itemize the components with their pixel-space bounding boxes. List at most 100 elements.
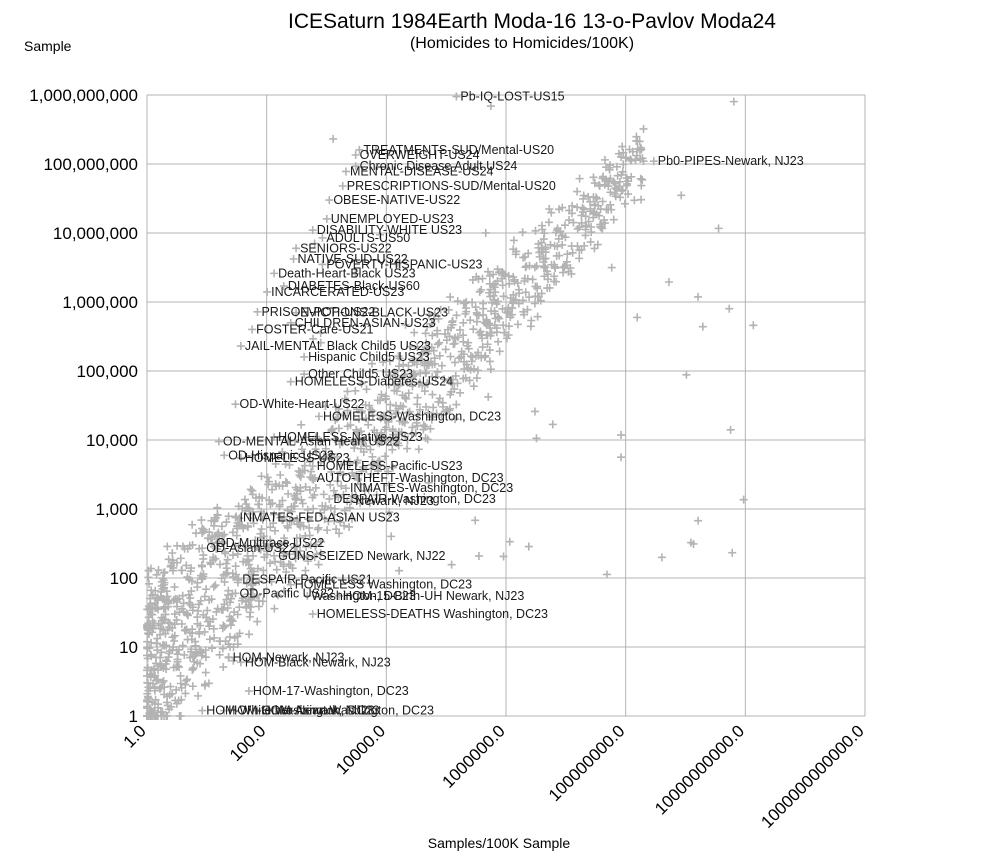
scatter-point xyxy=(638,175,647,184)
scatter-point xyxy=(156,662,165,671)
scatter-point xyxy=(299,553,308,562)
scatter-point xyxy=(357,467,366,476)
scatter-point xyxy=(527,316,536,325)
scatter-point xyxy=(446,390,455,399)
scatter-point xyxy=(472,317,481,326)
scatter-point xyxy=(575,254,584,263)
scatter-point xyxy=(258,494,267,503)
scatter-point xyxy=(143,692,152,701)
scatter-point xyxy=(269,519,278,528)
scatter-point xyxy=(278,496,287,505)
scatter-point xyxy=(274,591,283,600)
scatter-point xyxy=(191,637,200,646)
scatter-point xyxy=(188,520,197,529)
scatter-point xyxy=(392,408,401,417)
point-label: NATIVE-SUD-US22 xyxy=(298,252,408,266)
scatter-point xyxy=(197,561,206,570)
scatter-point xyxy=(196,621,205,630)
scatter-point xyxy=(445,332,454,341)
scatter-point xyxy=(257,525,266,534)
scatter-point xyxy=(366,405,375,414)
point-label: OD-Hispanic US22 xyxy=(228,448,334,462)
labeled-point-marker xyxy=(286,580,295,589)
scatter-point xyxy=(316,537,325,546)
scatter-point xyxy=(235,629,244,638)
scatter-point xyxy=(323,526,332,535)
scatter-point xyxy=(524,542,533,551)
scatter-point xyxy=(626,155,635,164)
scatter-point xyxy=(196,596,205,605)
scatter-point xyxy=(266,535,275,544)
scatter-point xyxy=(205,635,214,644)
scatter-point xyxy=(218,644,227,653)
scatter-point xyxy=(350,444,359,453)
scatter-point xyxy=(157,648,166,657)
labeled-point-marker xyxy=(286,377,295,386)
scatter-point xyxy=(615,182,624,191)
point-label: DESPAIR-Pacific-US21 xyxy=(242,573,372,587)
scatter-point xyxy=(579,205,588,214)
scatter-point xyxy=(637,145,646,154)
scatter-point xyxy=(365,499,374,508)
scatter-point xyxy=(525,293,534,302)
scatter-point xyxy=(314,560,323,569)
scatter-point xyxy=(394,362,403,371)
scatter-point xyxy=(332,525,341,534)
scatter-point xyxy=(316,458,325,467)
scatter-point xyxy=(607,263,616,272)
scatter-point xyxy=(553,242,562,251)
scatter-point xyxy=(326,480,335,489)
labeled-point-marker xyxy=(322,214,331,223)
scatter-point xyxy=(404,389,413,398)
scatter-point xyxy=(159,626,168,635)
scatter-point xyxy=(213,503,222,512)
x-tick-label: 1000000.0 xyxy=(439,721,509,791)
scatter-point xyxy=(384,380,393,389)
scatter-point xyxy=(451,415,460,424)
scatter-point xyxy=(243,521,252,530)
scatter-point xyxy=(331,403,340,412)
scatter-point xyxy=(346,421,355,430)
scatter-point xyxy=(425,310,434,319)
point-label: INCARCERATED-US23 xyxy=(271,285,404,299)
scatter-point xyxy=(726,425,735,434)
scatter-point xyxy=(245,630,254,639)
scatter-point xyxy=(475,328,484,337)
scatter-point xyxy=(249,519,258,528)
scatter-point xyxy=(392,387,401,396)
scatter-point xyxy=(499,292,508,301)
labeled-point-marker xyxy=(355,145,364,154)
scatter-point xyxy=(188,603,197,612)
scatter-point xyxy=(509,236,518,245)
scatter-point xyxy=(500,270,509,279)
scatter-point xyxy=(444,305,453,314)
scatter-point xyxy=(291,554,300,563)
scatter-point xyxy=(619,160,628,169)
scatter-point xyxy=(562,257,571,266)
scatter-point xyxy=(250,593,259,602)
scatter-point xyxy=(607,205,616,214)
labeled-point-marker xyxy=(270,269,279,278)
scatter-point xyxy=(270,604,279,613)
scatter-point xyxy=(657,553,666,562)
scatter-point xyxy=(492,299,501,308)
scatter-point xyxy=(249,551,258,560)
scatter-point xyxy=(364,420,373,429)
scatter-point xyxy=(456,388,465,397)
scatter-point xyxy=(586,237,595,246)
scatter-point xyxy=(561,261,570,270)
scatter-point xyxy=(531,226,540,235)
scatter-point xyxy=(233,524,242,533)
y-tick-label: 1,000 xyxy=(95,500,138,519)
scatter-point xyxy=(189,664,198,673)
scatter-point xyxy=(357,379,366,388)
scatter-point xyxy=(295,520,304,529)
scatter-point xyxy=(410,354,419,363)
scatter-point xyxy=(228,551,237,560)
scatter-point xyxy=(537,238,546,247)
scatter-point xyxy=(200,592,209,601)
scatter-point xyxy=(292,541,301,550)
scatter-point xyxy=(187,645,196,654)
scatter-point xyxy=(414,445,423,454)
